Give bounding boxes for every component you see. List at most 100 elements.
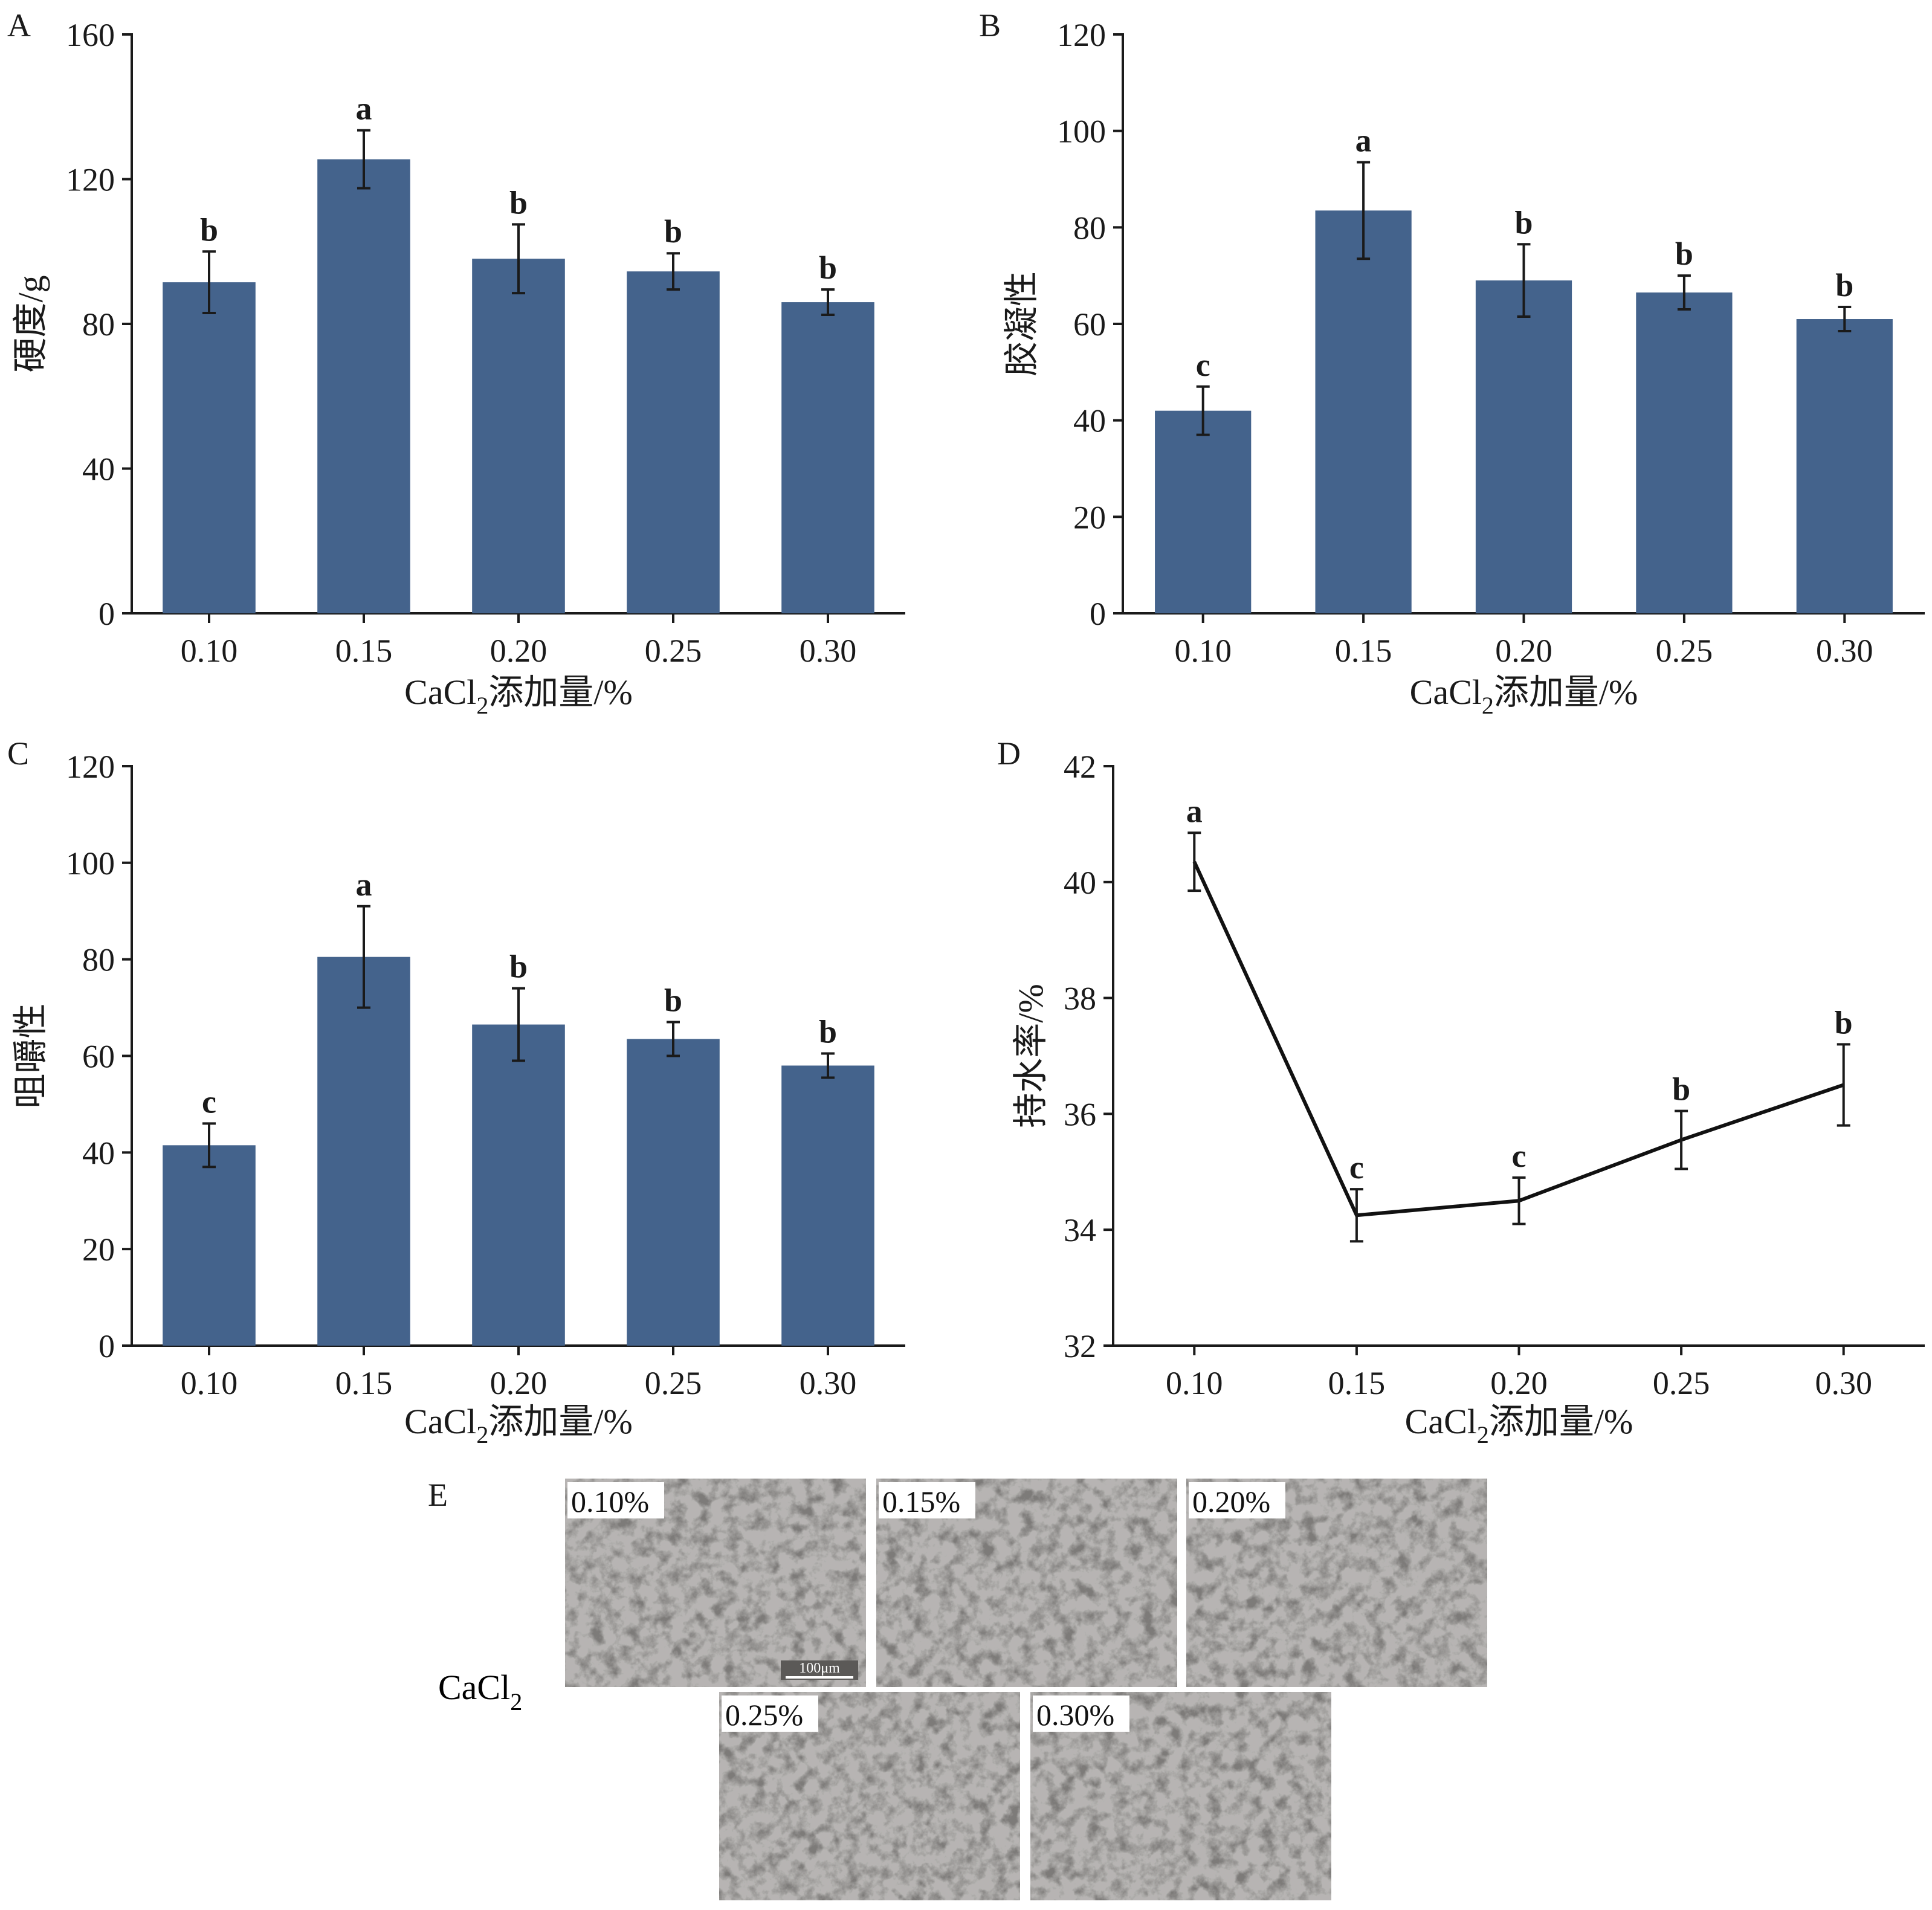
panel-c-bar [781,1065,874,1346]
panel-a-letter: A [7,7,31,44]
micrograph-1: 0.10% [565,1479,866,1687]
panel-c-y-tick-label: 60 [82,1039,115,1075]
panel-a-x-tick-label: 0.25 [645,633,702,669]
panel-d-x-label: CaCl2添加量/% [1405,1402,1633,1448]
micrograph-label-bg [1033,1695,1129,1732]
panel-a-sig-letter: b [200,211,218,248]
micrograph-4: 0.25% [719,1692,1020,1900]
panel-b: B 0 20 40 60 80 100 120 0.10 0.15 0.20 0.25 0.30 c a b b… [979,7,1925,719]
panel-a-bar [163,282,256,613]
panel-letter-e: E [428,1477,448,1513]
panel-c-sig-letter: b [819,1014,837,1050]
panel-b-bar [1475,280,1572,613]
panel-a-y-tick-label: 160 [66,17,115,53]
panel-d-y-tick-label: 42 [1064,749,1096,785]
panel-b-x-label-sub: 2 [1482,692,1494,719]
panel-a-bar [317,159,410,614]
micrograph-label: 0.20% [1192,1485,1270,1518]
micrograph-label: 0.15% [882,1485,960,1518]
panel-a-x-label-sub: 2 [476,692,488,719]
panel-b-sig-letter: a [1355,123,1372,159]
panel-d-y-tick-label: 36 [1064,1096,1096,1132]
panel-a-x-label: CaCl2添加量/% [404,673,633,719]
panel-a-x-tick-label: 0.10 [181,633,238,669]
panel-c-bar [317,957,410,1346]
panel-d: D 32 34 36 38 40 42 0.10 0.15 0.20 0.25 0.30 a c c b b Ca… [997,735,1925,1448]
panel-a-sig-letter: b [664,213,682,250]
panel-c-x-label-sub: 2 [476,1421,488,1448]
panel-d-x-tick-label: 0.10 [1166,1365,1223,1401]
panel-c-x-tick-label: 0.20 [490,1365,548,1401]
micrograph-label-bg [879,1482,975,1518]
panel-c-x-tick-label: 0.25 [645,1365,702,1401]
panel-d-x-label-sub: 2 [1477,1421,1489,1448]
row-label-sub: 2 [510,1688,522,1715]
panel-a-bar [627,271,720,613]
panel-c-x-label-rest: 添加量/% [488,1402,632,1441]
panel-c-bar [163,1145,256,1346]
micrograph-3: 0.20% [1186,1479,1487,1687]
panel-b-y-tick-label: 40 [1073,403,1106,439]
panel-b-y-tick-label: 20 [1073,499,1106,535]
panel-d-sig-letter: c [1349,1149,1364,1186]
panel-d-y-tick-label: 34 [1064,1212,1096,1248]
panel-b-y-tick-label: 60 [1073,306,1106,343]
panel-b-y-tick-label: 0 [1090,596,1106,632]
panel-a-x-label-rest: 添加量/% [488,673,632,712]
panel-b-x-tick-label: 0.20 [1495,633,1552,669]
panel-b-bar [1155,410,1252,613]
panel-c-sig-letter: c [202,1083,216,1120]
panel-c-y-tick-label: 80 [82,942,115,978]
panel-a-x-label-main: CaCl [404,673,476,712]
panel-d-x-tick-label: 0.15 [1328,1365,1386,1401]
panel-d-x-label-main: CaCl [1405,1402,1477,1441]
panel-c-x-tick-label: 0.15 [335,1365,393,1401]
panel-c-sig-letter: b [664,982,682,1019]
panel-d-x-tick-label: 0.30 [1815,1365,1872,1401]
micrograph-2: 0.15% [876,1479,1177,1687]
panel-e: E CaCl2 0.10% 0.15% 0.20% 0.25% 0.30% 100μm [428,1477,1487,1900]
panel-c-bar [472,1024,565,1346]
panel-d-sig-letter: a [1186,793,1203,829]
panel-d-y-label: 持水率/% [1011,984,1050,1128]
panel-b-y-tick-label: 100 [1057,114,1106,150]
panel-c-x-tick-label: 0.30 [800,1365,857,1401]
panel-c-sig-letter: a [356,866,372,903]
panel-d-y-tick-label: 32 [1064,1328,1096,1364]
panel-b-x-tick-label: 0.30 [1816,633,1873,669]
panel-a-y-tick-label: 0 [99,596,115,632]
panel-a-x-tick-label: 0.15 [335,633,393,669]
micrograph-row-label: CaCl2 [438,1668,522,1715]
scale-bar: 100μm [781,1660,858,1680]
panel-c-x-tick-label: 0.10 [181,1365,238,1401]
panel-c-x-label-main: CaCl [404,1402,476,1441]
panel-d-y-tick-label: 40 [1064,865,1096,901]
panel-b-y-tick-label: 120 [1057,17,1106,53]
panel-c-letter: C [7,735,29,772]
panel-a-bar [781,302,874,613]
panel-c-y-label: 咀嚼性 [11,1003,50,1108]
panel-c-sig-letter: b [509,949,528,985]
panel-a-sig-letter: a [356,91,372,127]
micrograph-label: 0.10% [571,1485,649,1518]
panel-d-sig-letter: b [1835,1004,1853,1040]
panel-a-sig-letter: b [509,184,528,221]
panel-a: A 0 40 80 120 160 0.10 0.15 0.20 0.25 0.30 b a b b b CaC… [7,7,905,719]
panel-c-y-tick-label: 0 [99,1328,115,1364]
panel-c-y-tick-label: 40 [82,1135,115,1171]
panel-d-x-label-rest: 添加量/% [1489,1402,1633,1441]
panel-d-x-tick-label: 0.25 [1653,1365,1710,1401]
panel-d-sig-letter: b [1672,1071,1690,1108]
panel-b-letter: B [979,7,1001,44]
panel-b-x-tick-label: 0.15 [1335,633,1392,669]
panel-a-sig-letter: b [819,250,837,286]
panel-d-y-tick-label: 38 [1064,981,1096,1017]
panel-a-bar [472,259,565,614]
panel-b-sig-letter: b [1835,267,1853,303]
micrograph-label-bg [722,1695,818,1732]
micrograph-label: 0.25% [725,1698,803,1732]
micrograph-label-bg [567,1482,664,1518]
panel-b-y-tick-label: 80 [1073,210,1106,246]
micrograph-5: 0.30% [1030,1692,1331,1900]
